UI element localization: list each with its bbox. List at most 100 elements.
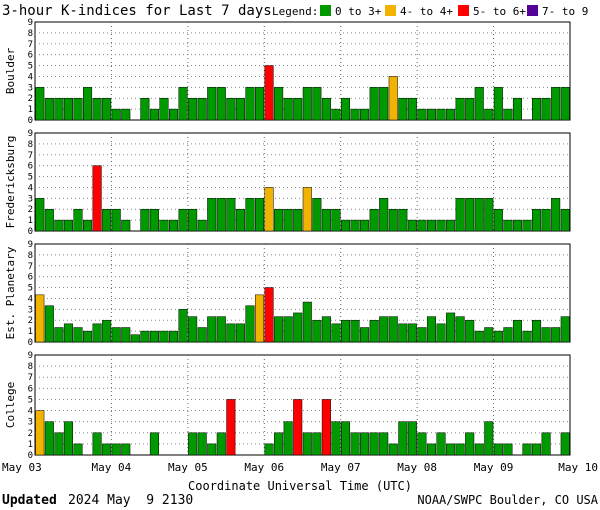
bar-fredericksburg [159, 219, 169, 232]
y-tick-label: 4 [28, 294, 33, 304]
bar-est-planetary [417, 327, 427, 343]
bar-fredericksburg [197, 219, 207, 232]
bar-fredericksburg [254, 198, 265, 232]
y-tick-label: 4 [28, 407, 33, 417]
bar-college [197, 432, 207, 456]
bar-est-planetary [398, 323, 408, 343]
bar-est-planetary [245, 305, 255, 343]
legend-label-4-to-4: 4- to 4+ [400, 5, 453, 18]
bar-est-planetary [446, 312, 456, 343]
bar-college [446, 443, 456, 456]
bar-college [426, 443, 437, 456]
bar-boulder [274, 87, 284, 121]
bar-est-planetary [54, 327, 64, 343]
bar-boulder [35, 87, 45, 121]
bar-boulder [216, 87, 226, 121]
bar-fredericksburg [245, 198, 255, 232]
y-tick-label: 9 [28, 129, 33, 139]
bar-fredericksburg [274, 208, 284, 232]
bar-fredericksburg [407, 219, 417, 232]
bar-est-planetary [274, 316, 284, 343]
bar-boulder [474, 87, 484, 121]
bar-fredericksburg [321, 208, 331, 232]
y-tick-label: 4 [28, 72, 33, 82]
bar-college [560, 432, 570, 456]
bar-fredericksburg [551, 198, 561, 232]
bar-boulder [254, 87, 265, 121]
bar-college [340, 421, 351, 456]
y-tick-label: 8 [28, 251, 33, 261]
bar-college [312, 432, 322, 456]
bar-fredericksburg [503, 219, 513, 232]
bar-college [293, 399, 303, 456]
bar-boulder [512, 97, 522, 121]
bar-college [216, 432, 226, 456]
y-tick-label: 0 [28, 116, 33, 126]
x-tick-label: May 09 [474, 461, 514, 474]
bar-fredericksburg [560, 208, 570, 232]
bar-fredericksburg [92, 165, 102, 232]
bar-est-planetary [331, 323, 341, 343]
bar-college [111, 443, 121, 456]
bar-est-planetary [503, 327, 513, 343]
bar-boulder [293, 97, 303, 121]
panel-label-fredericksburg: Fredericksburg [4, 136, 17, 229]
bar-fredericksburg [398, 208, 408, 232]
x-tick-label: May 03 [2, 461, 42, 474]
bar-fredericksburg [283, 208, 293, 232]
bar-boulder [140, 97, 150, 121]
bar-fredericksburg [207, 198, 217, 232]
y-tick-label: 7 [28, 262, 33, 272]
y-tick-label: 4 [28, 183, 33, 193]
bar-boulder [551, 87, 561, 121]
bar-est-planetary [388, 316, 398, 343]
bar-fredericksburg [111, 208, 121, 232]
bar-boulder [83, 87, 93, 121]
bar-boulder [169, 108, 179, 121]
bar-college [149, 432, 159, 456]
bar-college [436, 432, 446, 456]
y-tick-label: 9 [28, 351, 33, 361]
bar-fredericksburg [484, 198, 494, 232]
y-tick-label: 8 [28, 29, 33, 39]
bar-fredericksburg [73, 208, 83, 232]
legend-label-7-to-9: 7- to 9 [542, 5, 588, 18]
bar-fredericksburg [331, 208, 341, 232]
bar-boulder [178, 87, 188, 121]
bar-college [63, 421, 73, 456]
bar-fredericksburg [369, 208, 379, 232]
bar-est-planetary [465, 319, 475, 343]
bar-boulder [121, 108, 131, 121]
bar-est-planetary [532, 319, 542, 343]
x-tick-label: May 07 [321, 461, 361, 474]
bar-est-planetary [235, 323, 245, 343]
bar-college [207, 443, 217, 456]
bar-college [465, 432, 475, 456]
bar-boulder [283, 97, 293, 121]
bar-boulder [302, 87, 312, 121]
y-tick-label: 3 [28, 305, 33, 315]
bar-fredericksburg [188, 208, 198, 232]
bar-est-planetary [293, 312, 303, 343]
y-tick-label: 9 [28, 240, 33, 250]
bar-est-planetary [321, 316, 331, 343]
bar-boulder [360, 108, 370, 121]
y-tick-label: 6 [28, 162, 33, 172]
bar-college [188, 432, 198, 456]
bar-est-planetary [92, 323, 102, 343]
legend-label-5-to-6: 5- to 6+ [473, 5, 526, 18]
bar-boulder [369, 87, 379, 121]
bar-est-planetary [474, 330, 484, 343]
bar-college [532, 443, 542, 456]
bar-boulder [398, 97, 408, 121]
bar-est-planetary [188, 316, 198, 343]
bar-est-planetary [226, 323, 236, 343]
bar-fredericksburg [235, 208, 245, 232]
bar-fredericksburg [312, 198, 322, 232]
bar-fredericksburg [35, 198, 45, 232]
bar-fredericksburg [493, 208, 503, 232]
bar-boulder [560, 87, 570, 121]
